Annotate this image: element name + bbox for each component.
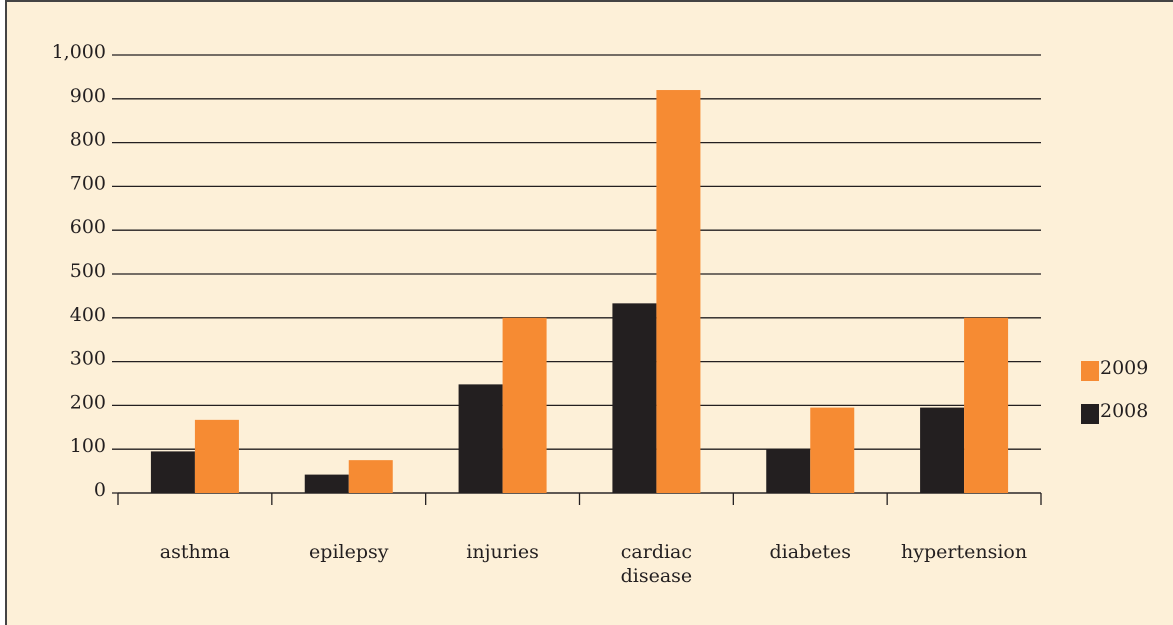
y-tick-label: 900 (70, 85, 106, 107)
x-tick-label: diabetes (769, 541, 852, 563)
bar (348, 460, 393, 493)
bar (194, 419, 239, 493)
y-tick-label: 600 (70, 216, 106, 238)
bar (920, 407, 965, 493)
x-tick-label: hypertension (901, 541, 1028, 563)
bar (766, 449, 811, 493)
y-tick-label: 1,000 (52, 41, 106, 63)
bar (502, 317, 547, 493)
y-tick-label: 200 (70, 391, 106, 413)
legend-label: 2008 (1100, 400, 1148, 422)
y-tick-label: 100 (70, 435, 106, 457)
y-tick-label: 700 (70, 172, 106, 194)
bar (150, 451, 195, 493)
y-tick-label: 500 (70, 260, 106, 282)
y-tick-label: 300 (70, 348, 106, 370)
legend-swatch (1081, 361, 1099, 381)
x-tick-label: injuries (466, 541, 539, 563)
bar (612, 303, 657, 493)
bar (656, 90, 701, 493)
y-tick-label: 0 (94, 479, 106, 501)
x-tick-label: epilepsy (309, 541, 389, 563)
legend-label: 2009 (1100, 357, 1148, 379)
bar (810, 407, 855, 493)
chart-background (5, 0, 1173, 625)
bar (304, 474, 349, 493)
legend-swatch (1081, 404, 1099, 424)
bar (458, 384, 503, 493)
bar (964, 317, 1009, 493)
y-tick-label: 800 (70, 129, 106, 151)
x-tick-label: asthma (159, 541, 231, 563)
y-tick-label: 400 (70, 304, 106, 326)
x-tick-label: cardiac disease (620, 541, 693, 587)
